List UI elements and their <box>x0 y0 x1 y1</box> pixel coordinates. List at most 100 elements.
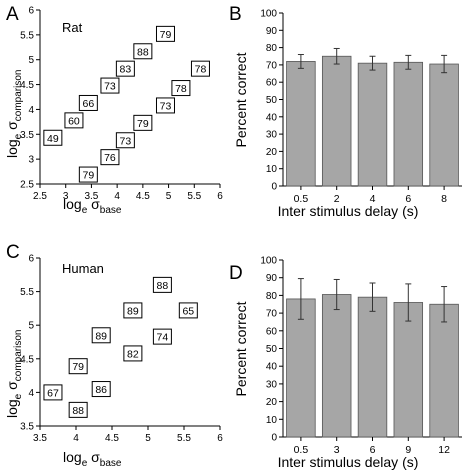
panel-d-bar <box>321 294 352 438</box>
panel-c-x-tick-label: 4.5 <box>105 433 119 444</box>
panel-a-point-label: 79 <box>160 29 172 41</box>
panel-b-x-tick-label: 2 <box>334 193 340 205</box>
panel-d-y-tick-label: 20 <box>266 397 278 408</box>
panel-a-x-tick-label: 4 <box>114 191 120 202</box>
panel-a-point-box <box>190 60 210 77</box>
panel-d-x-tick-label: 12 <box>438 444 450 456</box>
panel-b-y-tick-label: 60 <box>266 78 278 89</box>
panel-a-point-box <box>171 80 191 97</box>
panel-b-bar <box>429 63 459 187</box>
panel-a-y-tick-label: 6 <box>28 6 34 17</box>
panel-a-y-tick-label: 4 <box>28 105 34 116</box>
panel-a-x-tick-label: 5.5 <box>187 191 201 202</box>
panel-c-point-box <box>68 401 88 418</box>
panel-c-y-axis-label: loge σcomparison <box>4 330 24 418</box>
panel-c-y-tick-label: 4.5 <box>20 354 34 365</box>
panel-a-point-label: 83 <box>120 64 132 76</box>
panel-c: C 3.5 4 4.5 5 5.5 6 3.5 4 4.5 5 5.5 6 67 88 79 86 89 82 89… <box>4 242 223 469</box>
panel-a-point-label: 76 <box>104 152 116 164</box>
panel-a-x-tick-label: 4.5 <box>136 191 150 202</box>
panel-b-x-tick-label: 8 <box>441 193 447 205</box>
panel-b-y-tick-label: 70 <box>266 60 278 71</box>
panel-c-point-box <box>43 384 63 401</box>
panel-b-y-tick-label: 40 <box>266 112 278 123</box>
panel-a-plot: 2.5 3 3.5 4 4.5 5 5.5 6 2.5 3 3.5 4 4.5 5 5.5 6 49 60 79 66… <box>20 6 223 203</box>
panel-c-point-box <box>152 276 172 293</box>
panel-a-point-label: 78 <box>175 83 187 95</box>
panel-a-x-tick-label: 5 <box>166 191 172 202</box>
panel-a-point-box <box>78 166 98 183</box>
panel-c-point-label: 88 <box>157 280 169 292</box>
panel-c-point-label: 89 <box>127 305 139 317</box>
panel-c-point-box <box>123 345 143 362</box>
panel-a: A 2.5 3 3.5 4 4.5 5 5.5 6 2.5 3 3.5 4 4.5 5 5.5 6 49 60 79… <box>4 4 223 216</box>
panel-d-y-tick-label: 100 <box>260 256 277 267</box>
panel-c-letter: C <box>6 242 20 263</box>
panel-a-y-tick-label: 5 <box>28 55 34 66</box>
panel-b-bar <box>286 61 316 187</box>
panel-c-y-tick-label: 6 <box>28 254 34 265</box>
panel-a-x-tick-label: 3 <box>63 191 69 202</box>
panel-c-point-label: 74 <box>157 332 169 344</box>
panel-a-y-tick-label: 3 <box>28 155 34 166</box>
panel-d-y-tick-label: 70 <box>266 309 278 320</box>
panel-d-y-tick-label: 0 <box>271 433 277 444</box>
panel-a-x-tick-label: 3.5 <box>84 191 98 202</box>
panel-c-point-box <box>91 381 111 398</box>
panel-b-bar <box>393 61 424 187</box>
panel-c-x-tick-label: 5.5 <box>177 433 191 444</box>
panel-c-inset-label: Human <box>62 261 104 276</box>
panel-a-point-label: 78 <box>195 64 207 76</box>
panel-d-bar <box>357 296 388 438</box>
panel-a-point-label: 73 <box>160 100 172 112</box>
panel-c-y-tick-label: 5.5 <box>20 287 34 298</box>
panel-d-y-tick-label: 50 <box>266 344 278 355</box>
panel-d-y-axis-label: Percent correct <box>233 301 249 396</box>
panel-c-point-label: 86 <box>95 384 107 396</box>
panel-b-y-tick-label: 80 <box>266 43 278 54</box>
panel-c-y-tick-label: 4 <box>28 388 34 399</box>
panel-d-x-axis-label: Inter stimulus delay (s) <box>278 454 419 470</box>
panel-a-y-tick-label: 2.5 <box>20 180 34 191</box>
panel-d-y-tick-label: 40 <box>266 362 278 373</box>
panel-a-point-box <box>43 129 63 146</box>
panel-a-point-box <box>100 77 120 94</box>
panel-b-bar <box>357 62 388 187</box>
panel-a-point-box <box>115 132 135 149</box>
panel-a-point-label: 79 <box>137 118 149 130</box>
panel-c-plot: 3.5 4 4.5 5 5.5 6 3.5 4 4.5 5 5.5 6 67 88 79 86 89 82 89 74… <box>20 254 223 445</box>
panel-a-point-box <box>133 43 153 60</box>
panel-d-y-tick-label: 10 <box>266 415 278 426</box>
panel-a-letter: A <box>6 4 19 25</box>
panel-a-point-label: 66 <box>82 98 94 110</box>
panel-c-point-box <box>91 327 111 344</box>
panel-b-x-tick-label: 4 <box>370 193 376 205</box>
panel-b-y-tick-label: 100 <box>260 9 277 20</box>
panel-c-x-tick-label: 3.5 <box>33 433 47 444</box>
panel-b-plot: 0 10 20 30 40 50 60 70 80 90 100 0.5 2 4 6 8 <box>260 9 462 205</box>
panel-b-y-tick-label: 0 <box>271 182 277 193</box>
panel-c-point-label: 79 <box>72 361 84 373</box>
panel-d-y-tick-label: 90 <box>266 273 278 284</box>
panel-b-y-tick-label: 90 <box>266 26 278 37</box>
panel-c-y-tick-label: 3.5 <box>20 422 34 433</box>
panel-b-y-tick-label: 10 <box>266 164 278 175</box>
panel-a-point-label: 88 <box>137 46 149 58</box>
panel-a-point-label: 73 <box>120 135 132 147</box>
panel-b: B 0 10 20 30 40 50 60 70 80 90 100 0.5 2 4 6 8 Percent … <box>229 4 462 219</box>
panel-a-point-label: 49 <box>47 133 59 145</box>
panel-c-point-box <box>68 358 88 375</box>
panel-c-x-axis-label: loge σbase <box>63 449 122 469</box>
panel-d: D 0 10 20 30 40 50 60 70 80 90 100 0.5 3 6 9 12 Percent… <box>229 256 462 470</box>
panel-b-y-tick-label: 20 <box>266 147 278 158</box>
panel-d-plot: 0 10 20 30 40 50 60 70 80 90 100 0.5 3 6 9 12 <box>260 256 462 456</box>
panel-a-y-axis-label: loge σcomparison <box>4 70 24 158</box>
panel-c-point-box <box>152 328 172 345</box>
panel-b-x-axis-label: Inter stimulus delay (s) <box>278 203 419 219</box>
panel-b-y-axis-label: Percent correct <box>233 52 249 147</box>
panel-d-x-tick-label: 3 <box>334 444 340 456</box>
panel-d-x-tick-label: 6 <box>370 444 376 456</box>
panel-d-letter: D <box>229 263 243 284</box>
panel-a-point-label: 79 <box>82 170 94 182</box>
